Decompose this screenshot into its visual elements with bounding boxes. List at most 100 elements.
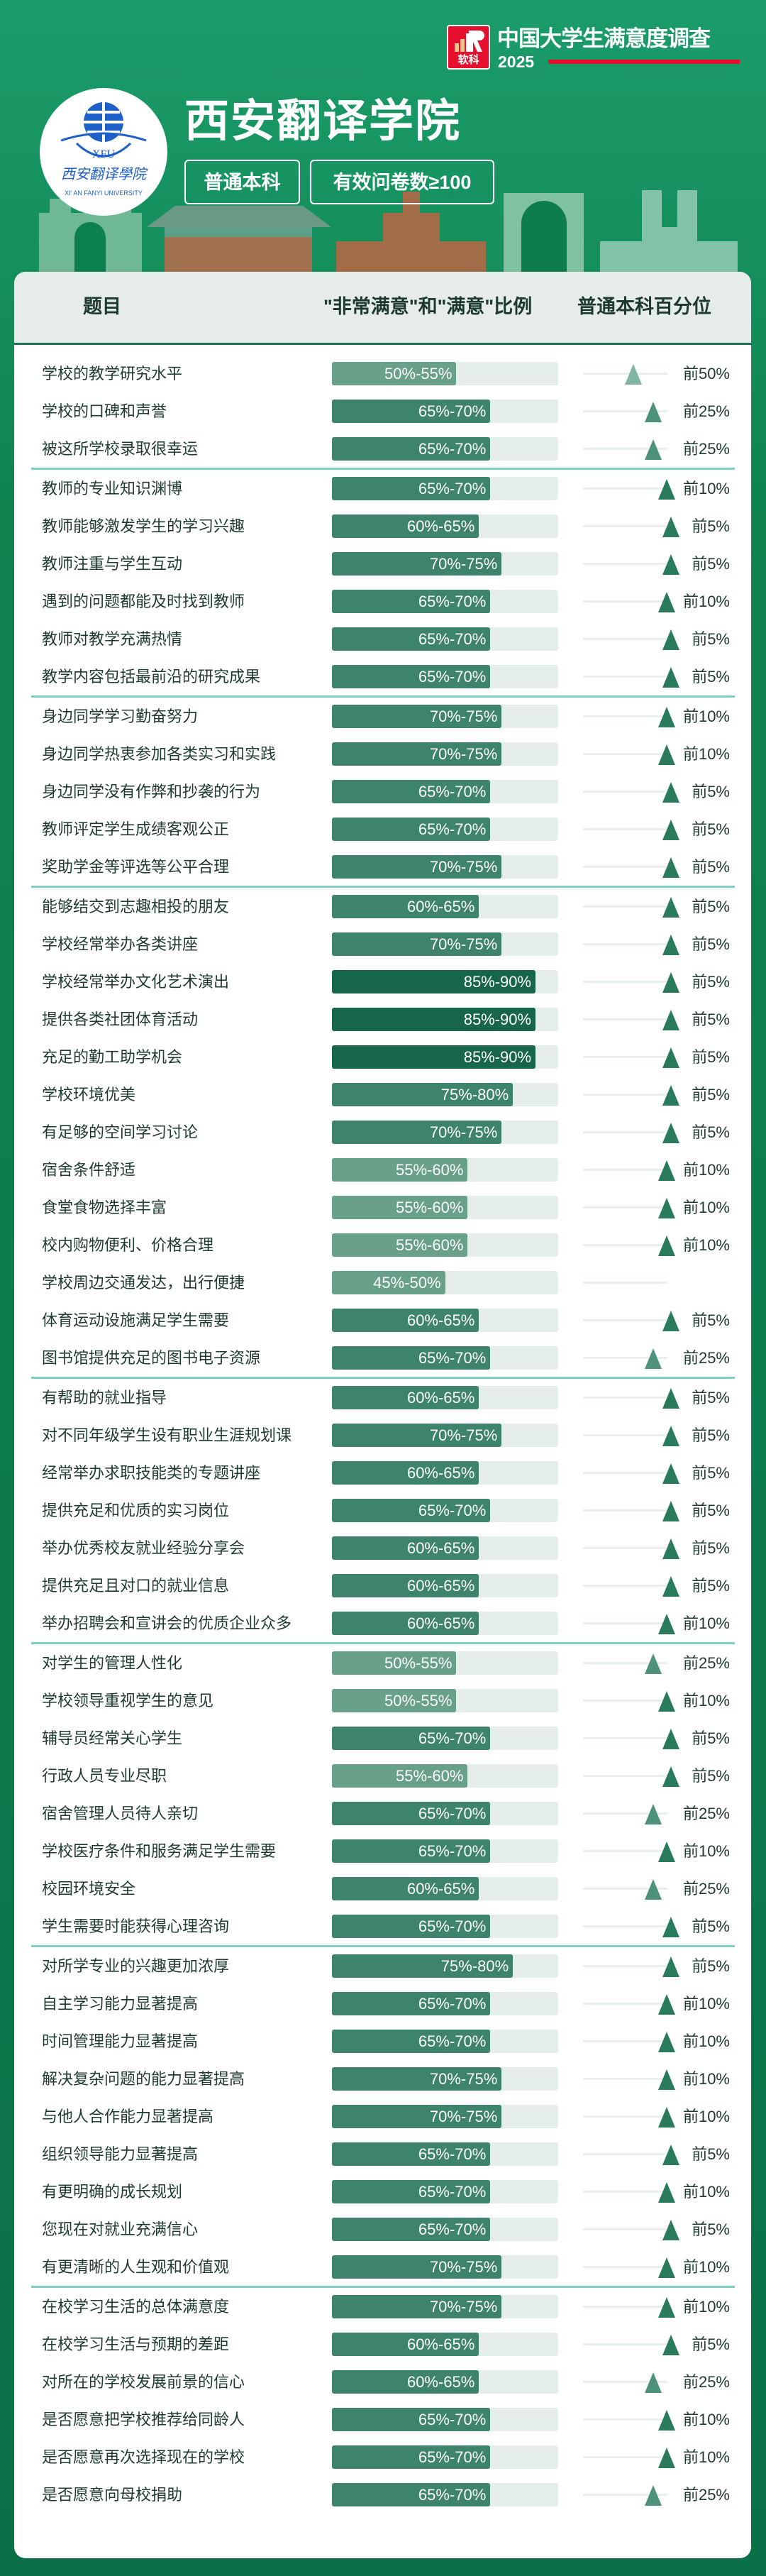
item-label: 解决复杂问题的能力显著提高 bbox=[42, 2070, 245, 2088]
ratio-bar-track: 50%-55% bbox=[332, 1651, 558, 1675]
ratio-bar-track: 70%-75% bbox=[332, 2255, 558, 2279]
percentile-label: 前5% bbox=[692, 517, 730, 535]
percentile-triangle-icon bbox=[662, 1010, 679, 1030]
ratio-range: 50%-55% bbox=[384, 365, 453, 382]
header-item: 题目 bbox=[83, 296, 121, 317]
ratio-bar-fill: 60%-65% bbox=[332, 1877, 479, 1900]
item-label: 学校医疗条件和服务满足学生需要 bbox=[42, 1842, 277, 1860]
percentile-label: 前10% bbox=[682, 708, 730, 725]
ratio-bar-track: 65%-70% bbox=[332, 780, 558, 803]
percentile-label: 前5% bbox=[692, 1767, 730, 1785]
item-label: 学校环境优美 bbox=[42, 1086, 136, 1103]
table-row: 是否愿意向母校捐助 65%-70% 前25% bbox=[14, 2476, 751, 2514]
item-label: 宿舍管理人员待人亲切 bbox=[42, 1805, 199, 1822]
table-row: 遇到的问题都能及时找到教师 65%-70% 前10% bbox=[14, 583, 751, 620]
table-row: 辅导员经常关心学生 65%-70% 前5% bbox=[14, 1719, 751, 1757]
table-body: 学校的教学研究水平 50%-55% 前50% 学校的口碑和声誉 65%-70% 前25% 被… bbox=[14, 355, 751, 2514]
table-row: 教师能够激发学生的学习兴趣 60%-65% 前5% bbox=[14, 507, 751, 545]
ratio-bar-track: 65%-70% bbox=[332, 2445, 558, 2469]
ratio-range: 65%-70% bbox=[418, 2145, 487, 2163]
percentile-label: 前10% bbox=[682, 745, 730, 763]
percentile-track bbox=[583, 525, 667, 527]
item-label: 校园环境安全 bbox=[42, 1880, 136, 1898]
ratio-bar-fill: 65%-70% bbox=[332, 437, 491, 461]
table-row: 身边同学学习勤奋努力 70%-75% 前10% bbox=[14, 698, 751, 735]
item-label: 被这所学校录取很幸运 bbox=[42, 440, 199, 458]
ratio-bar-track: 70%-75% bbox=[332, 742, 558, 766]
item-label: 对所学专业的兴趣更加浓厚 bbox=[42, 1957, 230, 1975]
table-row: 自主学习能力显著提高 65%-70% 前10% bbox=[14, 1985, 751, 2022]
percentile-label: 前5% bbox=[692, 668, 730, 686]
item-label: 身边同学没有作弊和抄袭的行为 bbox=[42, 783, 261, 800]
item-label: 宿舍条件舒适 bbox=[42, 1161, 136, 1179]
percentile-triangle-icon bbox=[658, 1198, 675, 1218]
percentile-triangle-icon bbox=[662, 972, 679, 993]
table-row: 对所在的学校发展前景的信心 60%-65% 前25% bbox=[14, 2363, 751, 2401]
percentile-triangle-icon bbox=[658, 2182, 675, 2203]
table-row: 被这所学校录取很幸运 65%-70% 前25% bbox=[14, 430, 751, 468]
item-label: 图书馆提供充足的图书电子资源 bbox=[42, 1349, 261, 1367]
table-row: 举办优秀校友就业经验分享会 60%-65% 前5% bbox=[14, 1529, 751, 1567]
ratio-bar-fill: 60%-65% bbox=[332, 2370, 479, 2394]
percentile-triangle-icon bbox=[662, 1576, 679, 1597]
ratio-bar-track: 70%-75% bbox=[332, 855, 558, 879]
percentile-label: 前10% bbox=[682, 2298, 730, 2316]
percentile-track bbox=[583, 1585, 667, 1587]
ratio-range: 65%-70% bbox=[418, 440, 487, 458]
ratio-range: 65%-70% bbox=[418, 2486, 487, 2504]
ratio-bar-fill: 65%-70% bbox=[332, 1802, 491, 1825]
percentile-label: 前5% bbox=[692, 1917, 730, 1935]
ratio-bar-track: 65%-70% bbox=[332, 590, 558, 613]
percentile-triangle-icon bbox=[645, 1653, 662, 1674]
ratio-bar-fill: 70%-75% bbox=[332, 705, 502, 728]
percentile-label: 前5% bbox=[692, 1011, 730, 1028]
table-row: 身边同学没有作弊和抄袭的行为 65%-70% 前5% bbox=[14, 773, 751, 810]
percentile-track bbox=[583, 2494, 667, 2496]
table-row: 学校的口碑和声誉 65%-70% 前25% bbox=[14, 392, 751, 430]
ratio-bar-track: 65%-70% bbox=[332, 1992, 558, 2015]
percentile-triangle-icon bbox=[658, 2448, 675, 2468]
survey-year: 2025 bbox=[498, 53, 535, 71]
percentile-triangle-icon bbox=[662, 629, 679, 650]
ratio-range: 50%-55% bbox=[384, 1654, 453, 1672]
ratio-range: 65%-70% bbox=[418, 2411, 487, 2428]
ratio-bar-track: 65%-70% bbox=[332, 1802, 558, 1825]
percentile-track bbox=[583, 1700, 667, 1702]
table-row: 是否愿意把学校推荐给同龄人 65%-70% 前10% bbox=[14, 2401, 751, 2438]
percentile-triangle-icon bbox=[658, 1235, 675, 1256]
ratio-bar-track: 65%-70% bbox=[332, 1727, 558, 1750]
percentile-label: 前10% bbox=[682, 2448, 730, 2466]
percentile-triangle-icon bbox=[658, 2107, 675, 2128]
table-row: 举办招聘会和宣讲会的优质企业众多 60%-65% 前10% bbox=[14, 1605, 751, 1642]
svg-text:XFU: XFU bbox=[92, 148, 115, 160]
ratio-range: 70%-75% bbox=[429, 935, 498, 953]
percentile-track bbox=[583, 638, 667, 640]
ratio-bar-track: 70%-75% bbox=[332, 1121, 558, 1144]
ratio-bar-fill: 65%-70% bbox=[332, 818, 491, 841]
percentile-triangle-icon bbox=[658, 1614, 675, 1634]
ratio-bar-fill: 70%-75% bbox=[332, 2255, 502, 2279]
ratio-range: 70%-75% bbox=[429, 858, 498, 876]
ratio-bar-fill: 85%-90% bbox=[332, 1045, 536, 1069]
ratio-bar-track: 45%-50% bbox=[332, 1271, 558, 1294]
ratio-bar-fill: 55%-60% bbox=[332, 1764, 468, 1788]
item-label: 有更清晰的人生观和价值观 bbox=[42, 2258, 230, 2276]
percentile-track bbox=[583, 2040, 667, 2042]
table-row: 宿舍管理人员待人亲切 65%-70% 前25% bbox=[14, 1795, 751, 1832]
ratio-bar-fill: 70%-75% bbox=[332, 1121, 502, 1144]
bar-chart-logo-icon bbox=[455, 31, 484, 52]
ratio-range: 70%-75% bbox=[429, 1426, 498, 1444]
percentile-track bbox=[583, 1662, 667, 1664]
percentile-track bbox=[583, 1056, 667, 1058]
item-label: 行政人员专业尽职 bbox=[42, 1767, 167, 1785]
percentile-label: 前10% bbox=[682, 1842, 730, 1860]
item-label: 举办优秀校友就业经验分享会 bbox=[42, 1539, 245, 1557]
ratio-bar-fill: 50%-55% bbox=[332, 1651, 457, 1675]
red-accent-line bbox=[548, 60, 740, 64]
ratio-range: 70%-75% bbox=[429, 745, 498, 763]
ratio-range: 70%-75% bbox=[429, 2108, 498, 2125]
percentile-label: 前5% bbox=[692, 898, 730, 915]
ratio-bar-fill: 70%-75% bbox=[332, 2105, 502, 2128]
percentile-label: 前5% bbox=[692, 1426, 730, 1444]
ratio-bar-track: 75%-80% bbox=[332, 1083, 558, 1106]
